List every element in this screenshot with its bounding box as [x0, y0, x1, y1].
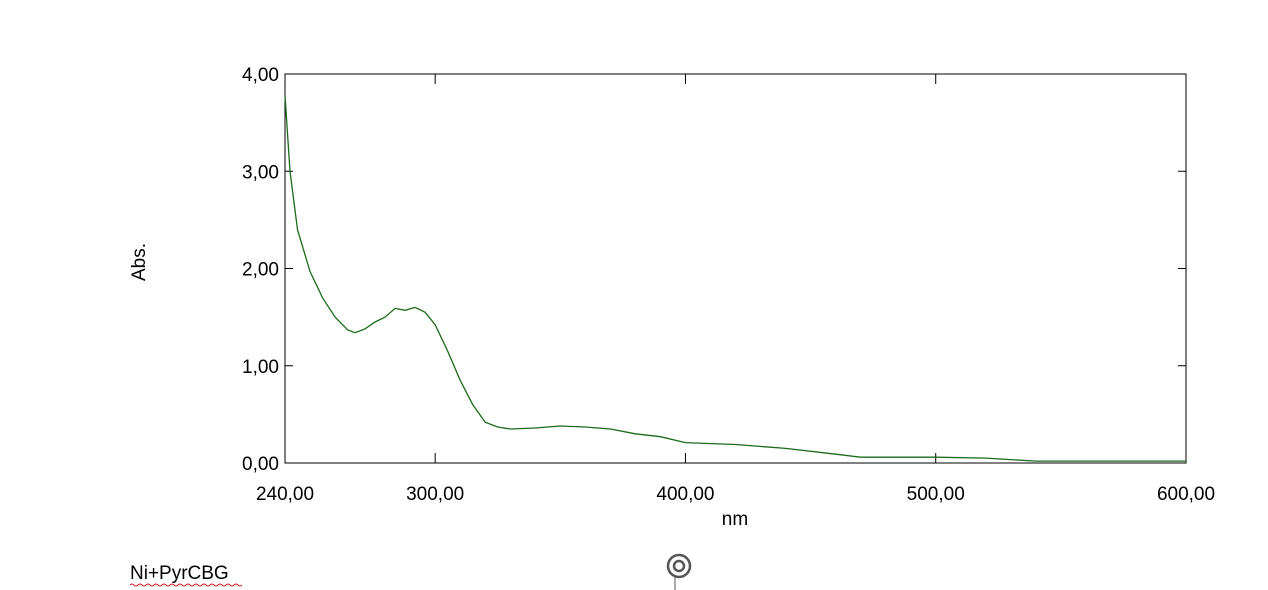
x-tick-label: 500,00 — [907, 484, 965, 505]
y-axis-label: Abs. — [129, 243, 150, 281]
y-tick-label: 0,00 — [242, 454, 279, 475]
y-tick-label: 2,00 — [242, 260, 279, 281]
spellcheck-underline — [129, 583, 243, 587]
data-line — [284, 95, 1186, 462]
x-tick-label: 400,00 — [656, 484, 714, 505]
x-axis-label: nm — [722, 509, 748, 530]
y-tick-label: 3,00 — [242, 162, 279, 183]
x-tick-label: 300,00 — [406, 484, 464, 505]
x-tick-label: 600,00 — [1157, 484, 1215, 505]
caption: Ni+PyrCBG — [130, 563, 229, 584]
y-tick-label: 1,00 — [242, 357, 279, 378]
plot-frame — [284, 73, 1187, 464]
y-tick-label: 4,00 — [242, 65, 279, 86]
x-tick-label: 240,00 — [256, 484, 314, 505]
rotate-handle[interactable] — [666, 553, 692, 590]
